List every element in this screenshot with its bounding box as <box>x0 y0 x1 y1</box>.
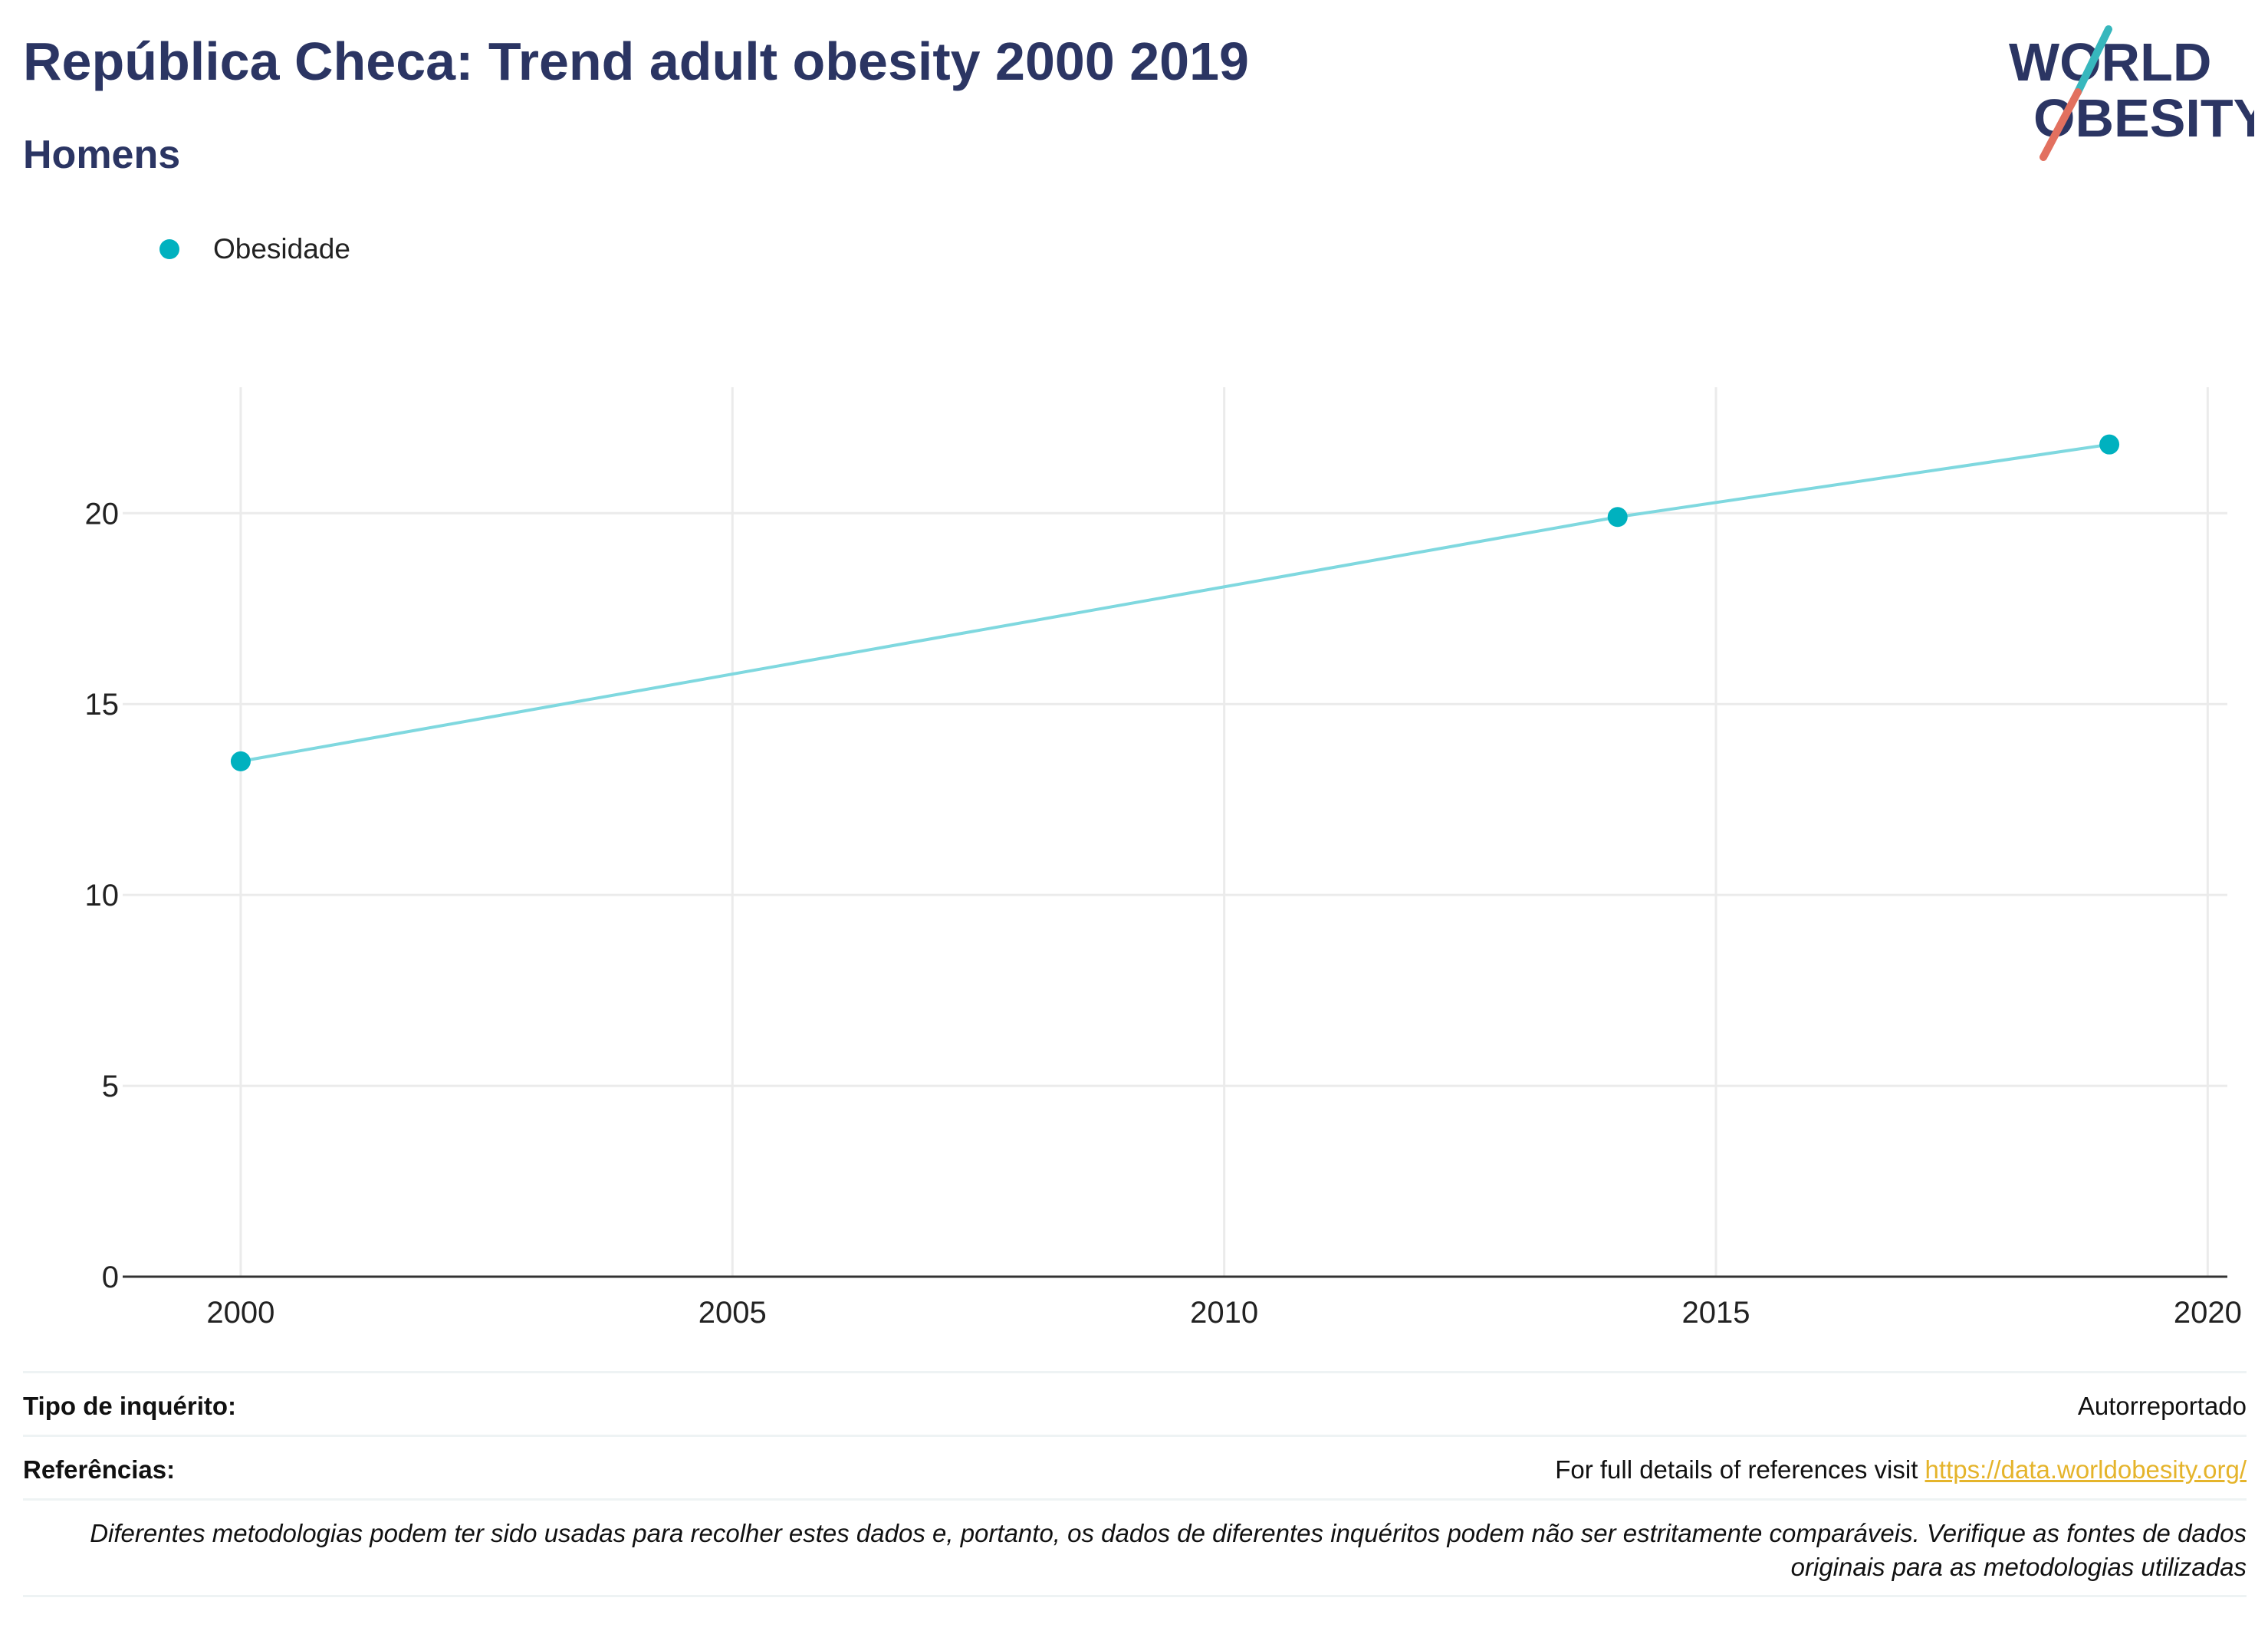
series-line <box>240 442 2110 763</box>
logo-slash-bottom <box>2040 88 2082 161</box>
references-row: Referências: For full details of referen… <box>23 1455 2247 1484</box>
references-link[interactable]: https://data.worldobesity.org/ <box>1925 1455 2247 1484</box>
y-tick-label: 0 <box>102 1261 119 1294</box>
logo-line2: OBESITY <box>2033 88 2254 148</box>
world-obesity-logo: WORLD OBESITY <box>2009 25 2254 161</box>
survey-type-value: Autorreportado <box>2077 1392 2247 1420</box>
x-tick-label: 2010 <box>1190 1296 1258 1330</box>
y-tick-label: 5 <box>102 1070 119 1103</box>
page-subtitle: Homens <box>23 133 181 177</box>
chart-legend: Obesidade <box>159 230 350 268</box>
methodology-note: Diferentes metodologias podem ter sido u… <box>90 1519 2247 1581</box>
footer-divider <box>23 1371 2247 1373</box>
legend-label: Obesidade <box>213 233 350 265</box>
survey-type-row: Tipo de inquérito: Autorreportado <box>23 1392 2247 1421</box>
data-point <box>2099 434 2120 455</box>
x-tick-label: 2005 <box>698 1296 767 1330</box>
survey-type-label: Tipo de inquérito: <box>23 1392 237 1420</box>
footer-divider <box>23 1498 2247 1501</box>
data-point <box>230 751 251 771</box>
y-tick-label: 10 <box>85 879 120 912</box>
references-text: For full details of references visit <box>1555 1455 1925 1484</box>
y-tick-label: 15 <box>85 688 120 722</box>
legend-marker <box>159 239 179 259</box>
footer-divider <box>23 1595 2247 1597</box>
line-chart: 2000 2005 2010 2015 2020 0 5 10 15 20 <box>85 387 2242 1330</box>
x-tick-label: 2020 <box>2174 1296 2242 1330</box>
y-tick-label: 20 <box>85 497 120 531</box>
page-title: República Checa: Trend adult obesity 200… <box>23 31 1249 91</box>
references-label: Referências: <box>23 1455 176 1484</box>
data-point <box>1607 507 1628 528</box>
references-text-wrap: For full details of references visit htt… <box>1555 1455 2247 1484</box>
x-tick-label: 2000 <box>206 1296 274 1330</box>
logo-line1: WORLD <box>2009 32 2211 92</box>
footer-divider <box>23 1435 2247 1437</box>
x-tick-label: 2015 <box>1681 1296 1750 1330</box>
logo-slash-top <box>2074 25 2112 96</box>
